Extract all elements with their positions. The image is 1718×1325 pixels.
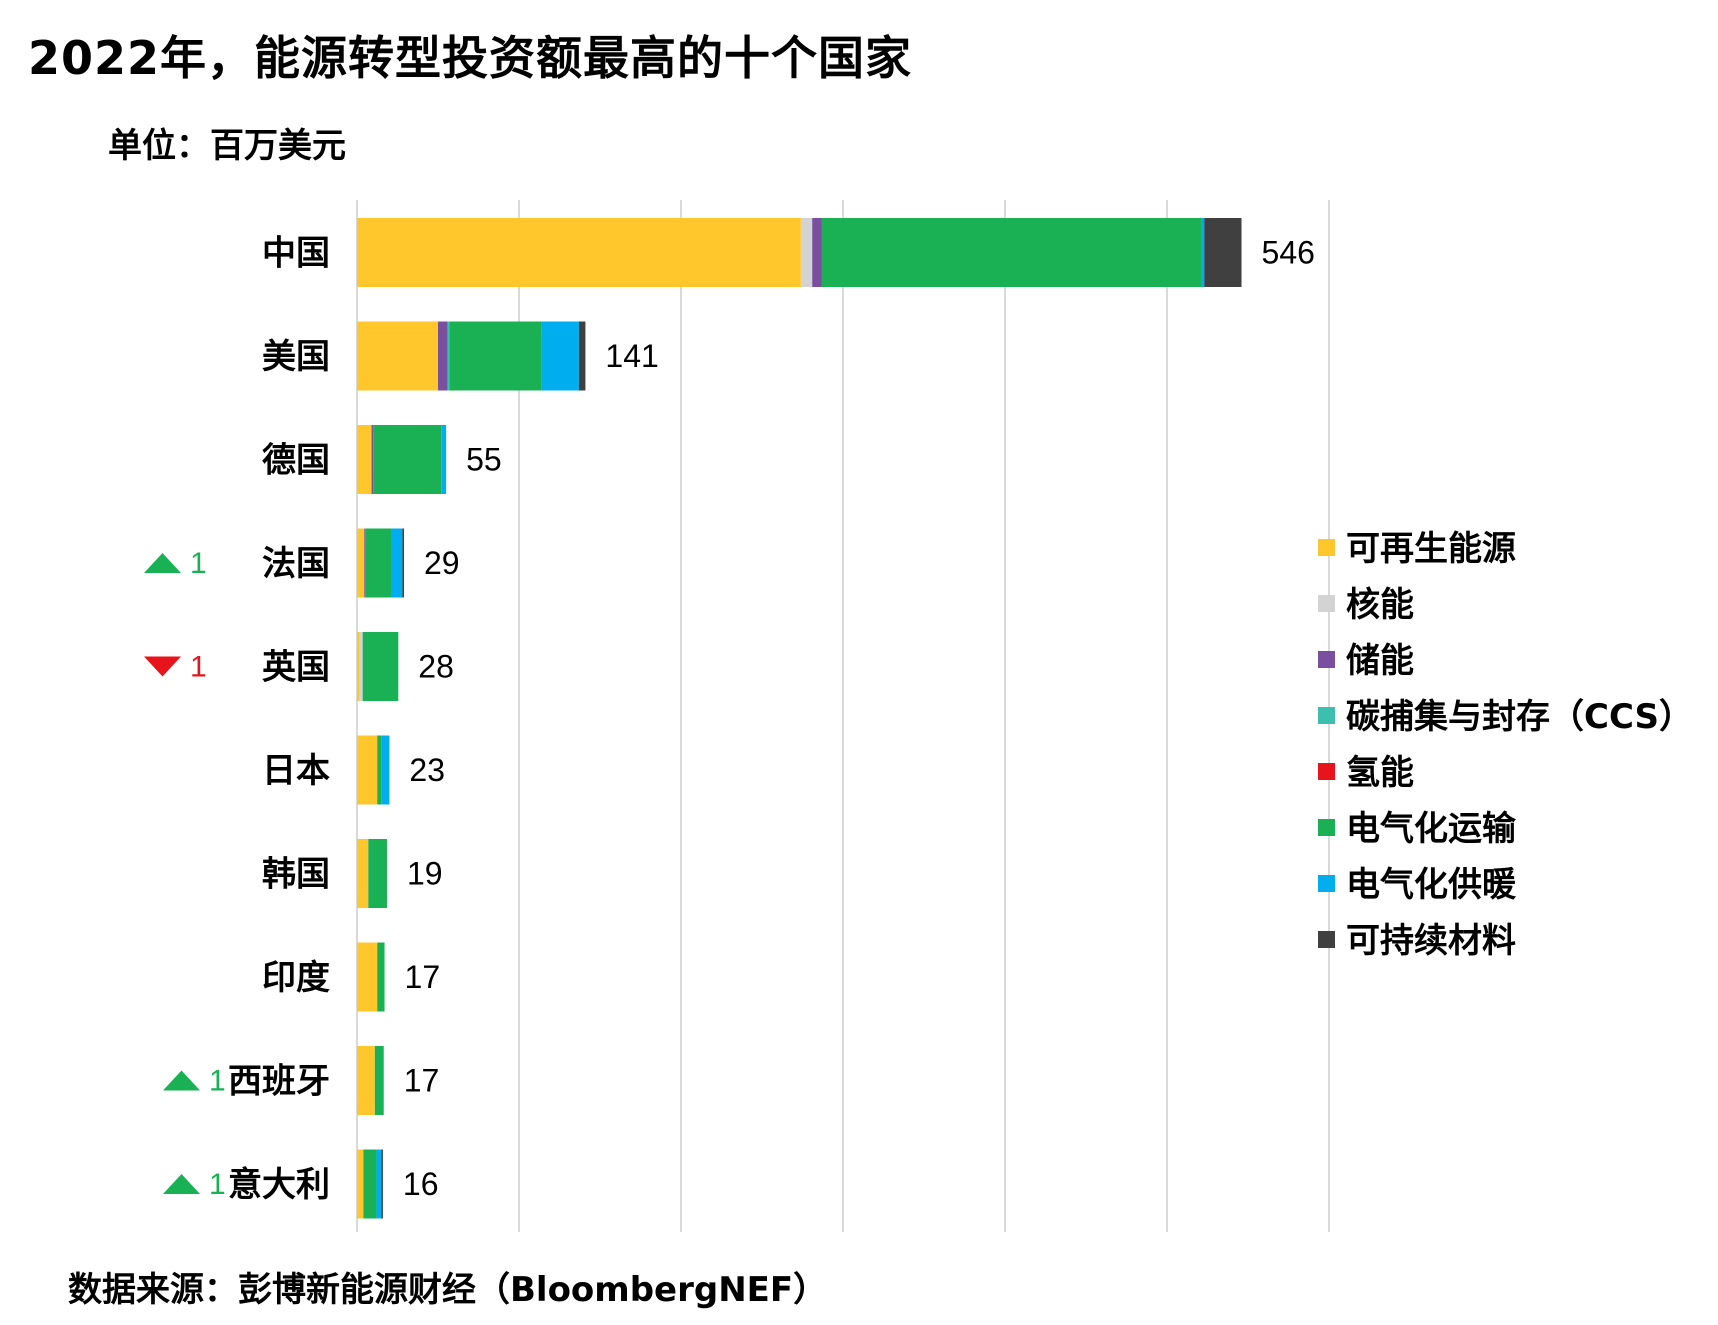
bar-segment <box>800 218 813 287</box>
value-label: 16 <box>403 1166 439 1202</box>
bar-segment <box>441 425 447 494</box>
bar-segment <box>376 1149 382 1219</box>
rank-change-value: 1 <box>190 547 207 580</box>
legend-swatch <box>1318 539 1335 556</box>
rank-up-icon <box>144 553 181 573</box>
legend-swatch <box>1318 819 1335 836</box>
legend-label: 电气化运输 <box>1346 809 1517 849</box>
bar-segment <box>812 218 822 287</box>
value-label: 17 <box>405 959 441 995</box>
bar-segment <box>357 735 378 805</box>
bar-segment <box>363 1149 377 1219</box>
rank-up-icon <box>163 1070 200 1091</box>
category-label: 英国 <box>262 648 330 688</box>
bar-segment <box>377 735 382 805</box>
legend-label: 核能 <box>1346 585 1414 625</box>
rank-change-value: 1 <box>209 1168 226 1201</box>
value-label: 17 <box>404 1063 440 1099</box>
rank-change-value: 1 <box>209 1065 226 1098</box>
legend-swatch <box>1318 595 1335 612</box>
bar-segment <box>357 321 438 391</box>
bar-segment <box>368 839 387 908</box>
bar-segment <box>357 632 360 701</box>
bar-segment <box>438 321 448 391</box>
bar-segment <box>1201 218 1205 287</box>
bar-segment <box>821 218 1202 287</box>
value-label: 28 <box>418 649 454 685</box>
legend-label: 氢能 <box>1346 753 1414 793</box>
value-label: 23 <box>409 752 445 788</box>
legend-label: 电气化供暖 <box>1346 865 1517 905</box>
bar-segment <box>362 632 399 701</box>
bar-segment <box>578 321 586 391</box>
category-label: 德国 <box>262 441 330 481</box>
bar-segment <box>357 1046 375 1115</box>
bar-segment <box>381 1149 383 1219</box>
chart-title: 2022年，能源转型投资额最高的十个国家 <box>28 31 913 85</box>
bar-segment <box>357 218 801 287</box>
bar-segment <box>447 321 450 391</box>
bar-segment <box>365 528 392 598</box>
rank-down-icon <box>144 656 181 677</box>
category-label: 法国 <box>262 544 330 584</box>
category-label: 印度 <box>262 958 330 998</box>
bar-segment <box>364 528 366 598</box>
category-label: 美国 <box>262 337 330 377</box>
value-label: 55 <box>466 442 502 478</box>
legend-swatch <box>1318 707 1335 724</box>
bar-segment <box>402 528 404 598</box>
bar-segment <box>373 425 442 494</box>
bar-segment <box>357 1149 364 1219</box>
category-label: 日本 <box>262 751 330 791</box>
bar-segment <box>357 839 369 908</box>
category-label: 中国 <box>262 234 330 274</box>
value-label: 19 <box>407 856 443 892</box>
category-label: 韩国 <box>262 855 330 895</box>
category-label: 意大利 <box>228 1165 330 1205</box>
value-label: 141 <box>605 338 658 374</box>
bar-segment <box>449 321 542 391</box>
chart-source: 数据来源：彭博新能源财经（BloombergNEF） <box>68 1270 828 1310</box>
legend-label: 储能 <box>1346 641 1414 681</box>
bar-segment <box>357 425 372 494</box>
bar-segment <box>391 528 403 598</box>
bar-segment <box>381 735 390 805</box>
legend-label: 可再生能源 <box>1346 529 1516 569</box>
legend-swatch <box>1318 763 1335 780</box>
legend-swatch <box>1318 875 1335 892</box>
rank-up-icon <box>163 1174 200 1194</box>
bar-segment <box>541 321 579 391</box>
bar-segment <box>371 425 374 494</box>
rank-change-value: 1 <box>190 651 207 684</box>
category-label: 西班牙 <box>228 1062 330 1102</box>
bar-segment <box>359 632 363 701</box>
bar-segment <box>357 528 365 598</box>
legend-label: 可持续材料 <box>1346 921 1516 961</box>
bar-segment <box>357 942 378 1012</box>
legend-swatch <box>1318 651 1335 668</box>
bar-segment <box>374 1046 384 1115</box>
legend-swatch <box>1318 931 1335 948</box>
bar-segment <box>1204 218 1242 287</box>
bar-segment <box>377 942 385 1012</box>
value-label: 29 <box>424 545 460 581</box>
legend-label: 碳捕集与封存（CCS） <box>1346 697 1693 737</box>
chart-subtitle: 单位：百万美元 <box>108 126 346 166</box>
value-label: 546 <box>1262 235 1315 271</box>
